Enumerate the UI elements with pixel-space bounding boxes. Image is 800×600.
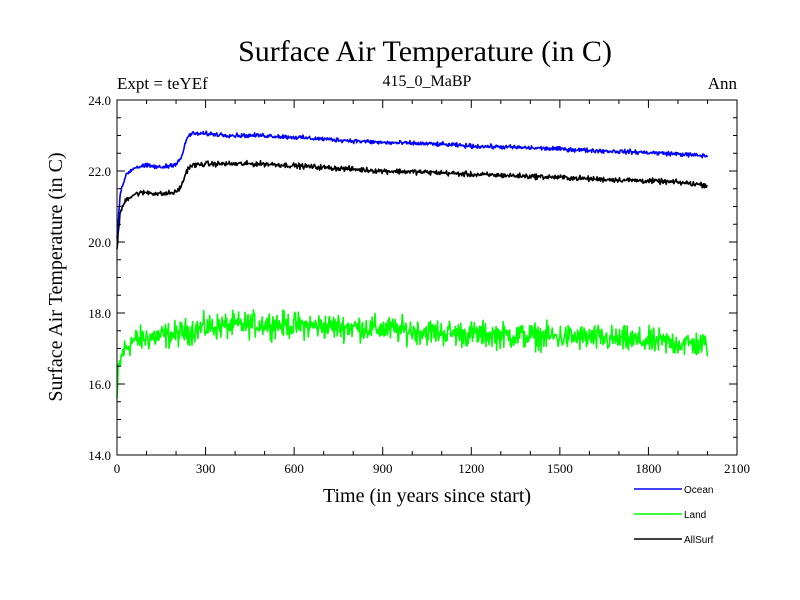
x-tick-label: 300 xyxy=(196,461,216,476)
experiment-label: Expt = teYEf xyxy=(117,74,208,93)
y-tick-label: 24.0 xyxy=(88,93,111,108)
chart-subtitle: 415_0_MaBP xyxy=(383,73,472,90)
series-line-land xyxy=(116,309,709,399)
x-tick-label: 600 xyxy=(284,461,304,476)
x-tick-label: 900 xyxy=(373,461,393,476)
x-tick-label: 0 xyxy=(114,461,121,476)
x-tick-label: 1500 xyxy=(547,461,573,476)
y-tick-label: 22.0 xyxy=(88,164,111,179)
legend-label-ocean: Ocean xyxy=(684,485,713,496)
plot-frame xyxy=(116,99,738,456)
y-tick-label: 16.0 xyxy=(88,377,111,392)
legend-label-land: Land xyxy=(684,510,706,521)
ticks-layer: 0 300 600 900 1200 1500 1800 2100 14.0 16.0 18.0 20… xyxy=(88,93,750,476)
y-tick-label: 18.0 xyxy=(88,306,111,321)
x-axis-label: Time (in years since start) xyxy=(323,485,531,507)
x-tick-label: 1800 xyxy=(635,461,661,476)
legend: Ocean Land AllSurf xyxy=(634,485,714,546)
series-layer xyxy=(116,130,709,399)
chart-title: Surface Air Temperature (in C) xyxy=(238,35,612,68)
x-tick-label: 2100 xyxy=(724,461,750,476)
y-axis-label: Surface Air Temperature (in C) xyxy=(45,152,67,401)
y-tick-label: 14.0 xyxy=(88,448,111,463)
x-tick-label: 1200 xyxy=(458,461,484,476)
legend-label-allsurf: AllSurf xyxy=(684,535,714,546)
period-label: Ann xyxy=(708,74,738,93)
y-tick-label: 20.0 xyxy=(88,235,111,250)
series-line-ocean xyxy=(116,130,709,239)
series-line-allsurf xyxy=(116,159,708,250)
